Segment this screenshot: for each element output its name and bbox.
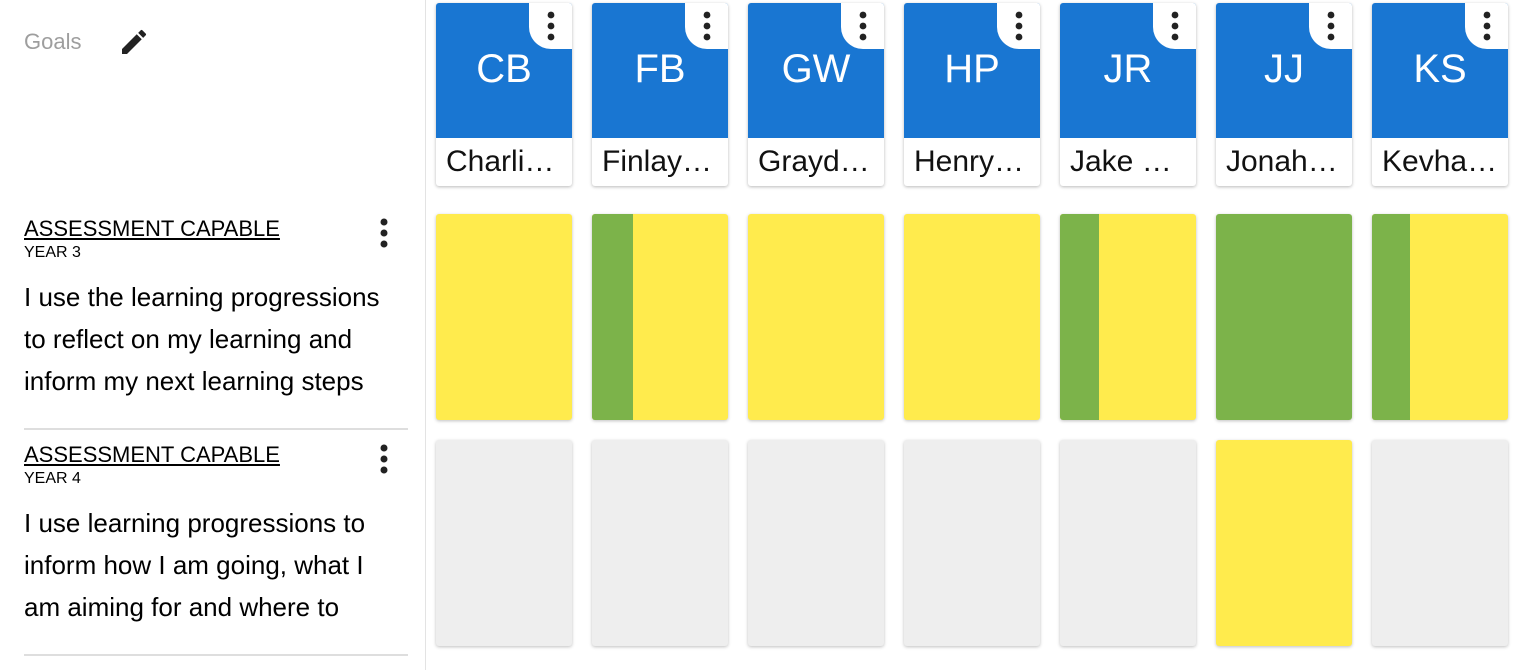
student-menu-button[interactable] xyxy=(685,3,728,49)
progress-cell[interactable] xyxy=(904,214,1040,420)
goal-title[interactable]: ASSESSMENT CAPABLE xyxy=(24,216,280,241)
student-card[interactable]: JJ Jonah… xyxy=(1216,3,1352,186)
student-card[interactable]: CB Charli… xyxy=(436,3,572,186)
progress-achieved-fill xyxy=(592,214,633,420)
student-initials: GW xyxy=(781,47,851,91)
more-vert-icon xyxy=(1327,11,1335,41)
student-menu-button[interactable] xyxy=(529,3,572,49)
more-vert-icon xyxy=(1015,11,1023,41)
student-menu-button[interactable] xyxy=(1153,3,1196,49)
student-name: Kevha… xyxy=(1382,145,1498,178)
more-vert-icon xyxy=(703,11,711,41)
goal-year: YEAR 3 xyxy=(24,244,81,261)
student-menu-button[interactable] xyxy=(997,3,1040,49)
goal-description: I use learning progressions to inform ho… xyxy=(24,502,408,628)
goal-description-line: to reflect on my learning and xyxy=(24,324,353,354)
progress-cell[interactable] xyxy=(1060,214,1196,420)
progress-cell[interactable] xyxy=(592,214,728,420)
student-name: Jonah… xyxy=(1226,145,1338,178)
goal-item: ASSESSMENT CAPABLE YEAR 4 I use learning… xyxy=(24,442,408,628)
more-vert-icon xyxy=(1171,11,1179,41)
student-initials: KS xyxy=(1413,47,1467,91)
progress-cell[interactable] xyxy=(748,214,884,420)
more-vert-icon xyxy=(547,11,555,41)
goal-description-line: I use the learning progressions xyxy=(24,282,380,312)
progress-cell[interactable] xyxy=(592,440,728,646)
student-card[interactable]: JR Jake … xyxy=(1060,3,1196,186)
goals-sidebar: Goals ASSESSMENT CAPABLE YEAR 3 I use th… xyxy=(0,0,426,670)
goal-description-line: am aiming for and where to xyxy=(24,592,340,622)
progress-grid: CB Charli… FB Finlay … GW Grayd… HP Henry … JR Ja… xyxy=(426,0,1524,670)
student-menu-button[interactable] xyxy=(1309,3,1352,49)
progress-cell[interactable] xyxy=(1372,214,1508,420)
student-card[interactable]: KS Kevha… xyxy=(1372,3,1508,186)
student-name: Henry … xyxy=(914,145,1032,178)
student-card[interactable]: FB Finlay … xyxy=(592,3,728,186)
student-avatar: GW xyxy=(748,3,884,138)
more-vert-icon xyxy=(1483,11,1491,41)
progress-cell[interactable] xyxy=(904,440,1040,646)
goal-item: ASSESSMENT CAPABLE YEAR 3 I use the lear… xyxy=(24,216,408,402)
progress-cell[interactable] xyxy=(748,440,884,646)
progress-cell[interactable] xyxy=(1372,440,1508,646)
progress-cell[interactable] xyxy=(436,214,572,420)
goal-title[interactable]: ASSESSMENT CAPABLE xyxy=(24,442,280,467)
student-menu-button[interactable] xyxy=(1465,3,1508,49)
progress-cell[interactable] xyxy=(1216,440,1352,646)
goal-description-line: inform how I am going, what I xyxy=(24,550,364,580)
more-vert-icon[interactable] xyxy=(372,216,396,252)
goal-divider xyxy=(24,654,408,656)
student-card[interactable]: HP Henry … xyxy=(904,3,1040,186)
progress-cell[interactable] xyxy=(436,440,572,646)
goal-year: YEAR 4 xyxy=(24,470,81,487)
progress-achieved-fill xyxy=(1060,214,1100,420)
more-vert-icon xyxy=(859,11,867,41)
student-name: Grayd… xyxy=(758,145,870,178)
student-initials: JR xyxy=(1103,47,1153,91)
student-menu-button[interactable] xyxy=(841,3,884,49)
student-initials: CB xyxy=(476,47,532,91)
student-initials: FB xyxy=(634,47,686,91)
student-initials: HP xyxy=(944,47,1000,91)
goals-header: Goals xyxy=(24,26,147,58)
goal-divider xyxy=(24,428,408,430)
progress-cell[interactable] xyxy=(1216,214,1352,420)
goal-description-line: I use learning progressions to xyxy=(24,508,366,538)
pencil-edit-icon[interactable] xyxy=(118,26,150,58)
student-card[interactable]: GW Grayd… xyxy=(748,3,884,186)
goal-description: I use the learning progressions to refle… xyxy=(24,276,408,402)
student-initials: JJ xyxy=(1264,47,1304,91)
student-name: Finlay … xyxy=(602,145,720,178)
progress-cell[interactable] xyxy=(1060,440,1196,646)
student-name: Charli… xyxy=(446,145,555,178)
more-vert-icon[interactable] xyxy=(372,442,396,478)
goals-label: Goals xyxy=(24,29,82,54)
progress-achieved-fill xyxy=(1372,214,1411,420)
goal-description-line: inform my next learning steps xyxy=(24,366,364,396)
student-name: Jake … xyxy=(1070,145,1172,178)
